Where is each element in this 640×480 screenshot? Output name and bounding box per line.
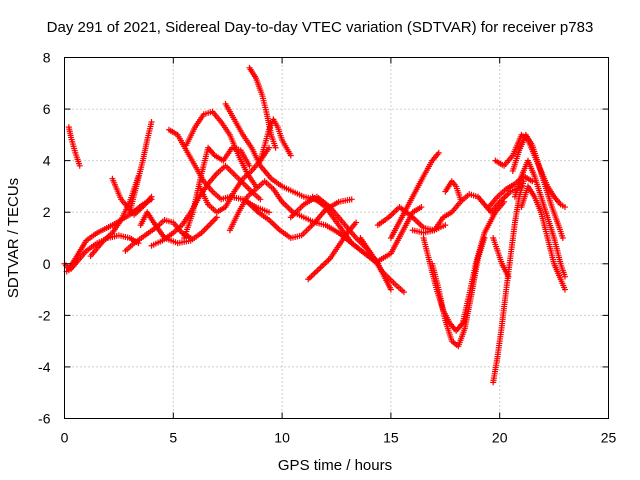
data-point — [148, 118, 155, 125]
data-points — [61, 64, 568, 386]
grid — [64, 57, 609, 419]
data-point — [561, 273, 568, 280]
data-point — [353, 219, 360, 226]
y-tick-label: 8 — [43, 50, 51, 66]
x-tick-label: 20 — [492, 430, 508, 446]
data-point — [257, 196, 264, 203]
x-tick-label: 5 — [169, 430, 177, 446]
data-point — [561, 286, 568, 293]
y-axis-label: SDTVAR / TECUs — [5, 178, 22, 298]
data-point — [442, 222, 449, 229]
data-point — [561, 204, 568, 211]
x-tick-label: 0 — [61, 430, 69, 446]
x-tick-label: 15 — [383, 430, 399, 446]
data-point — [505, 273, 512, 280]
data-point — [246, 162, 253, 169]
y-tick-label: -6 — [38, 411, 51, 427]
data-point — [76, 162, 83, 169]
x-tick-label: 10 — [274, 430, 290, 446]
x-axis-label: GPS time / hours — [278, 457, 392, 474]
y-tick-label: 4 — [43, 153, 51, 169]
y-tick-label: 2 — [43, 204, 51, 220]
y-tick-label: -4 — [38, 359, 51, 375]
data-point — [348, 196, 355, 203]
data-point — [287, 152, 294, 159]
x-tick-label: 25 — [601, 430, 617, 446]
y-tick-label: -2 — [38, 307, 51, 323]
data-point — [148, 193, 155, 200]
data-point — [501, 198, 508, 205]
data-point — [520, 178, 527, 185]
data-point — [457, 196, 464, 203]
chart-title: Day 291 of 2021, Sidereal Day-to-day VTE… — [47, 19, 594, 36]
y-tick-label: 6 — [43, 101, 51, 117]
axis-ticks: 0 5 10 15 20 25 -6 -4 -2 0 2 4 6 8 — [38, 50, 616, 446]
data-point — [266, 209, 273, 216]
data-point — [272, 144, 279, 151]
data-point — [435, 149, 442, 156]
data-point — [213, 214, 220, 221]
plot-frame — [64, 57, 609, 419]
data-point — [400, 289, 407, 296]
y-tick-label: 0 — [43, 256, 51, 272]
data-point — [481, 235, 488, 241]
data-point — [418, 204, 425, 211]
data-point — [559, 235, 566, 241]
data-point — [387, 286, 394, 293]
data-point — [529, 178, 536, 185]
